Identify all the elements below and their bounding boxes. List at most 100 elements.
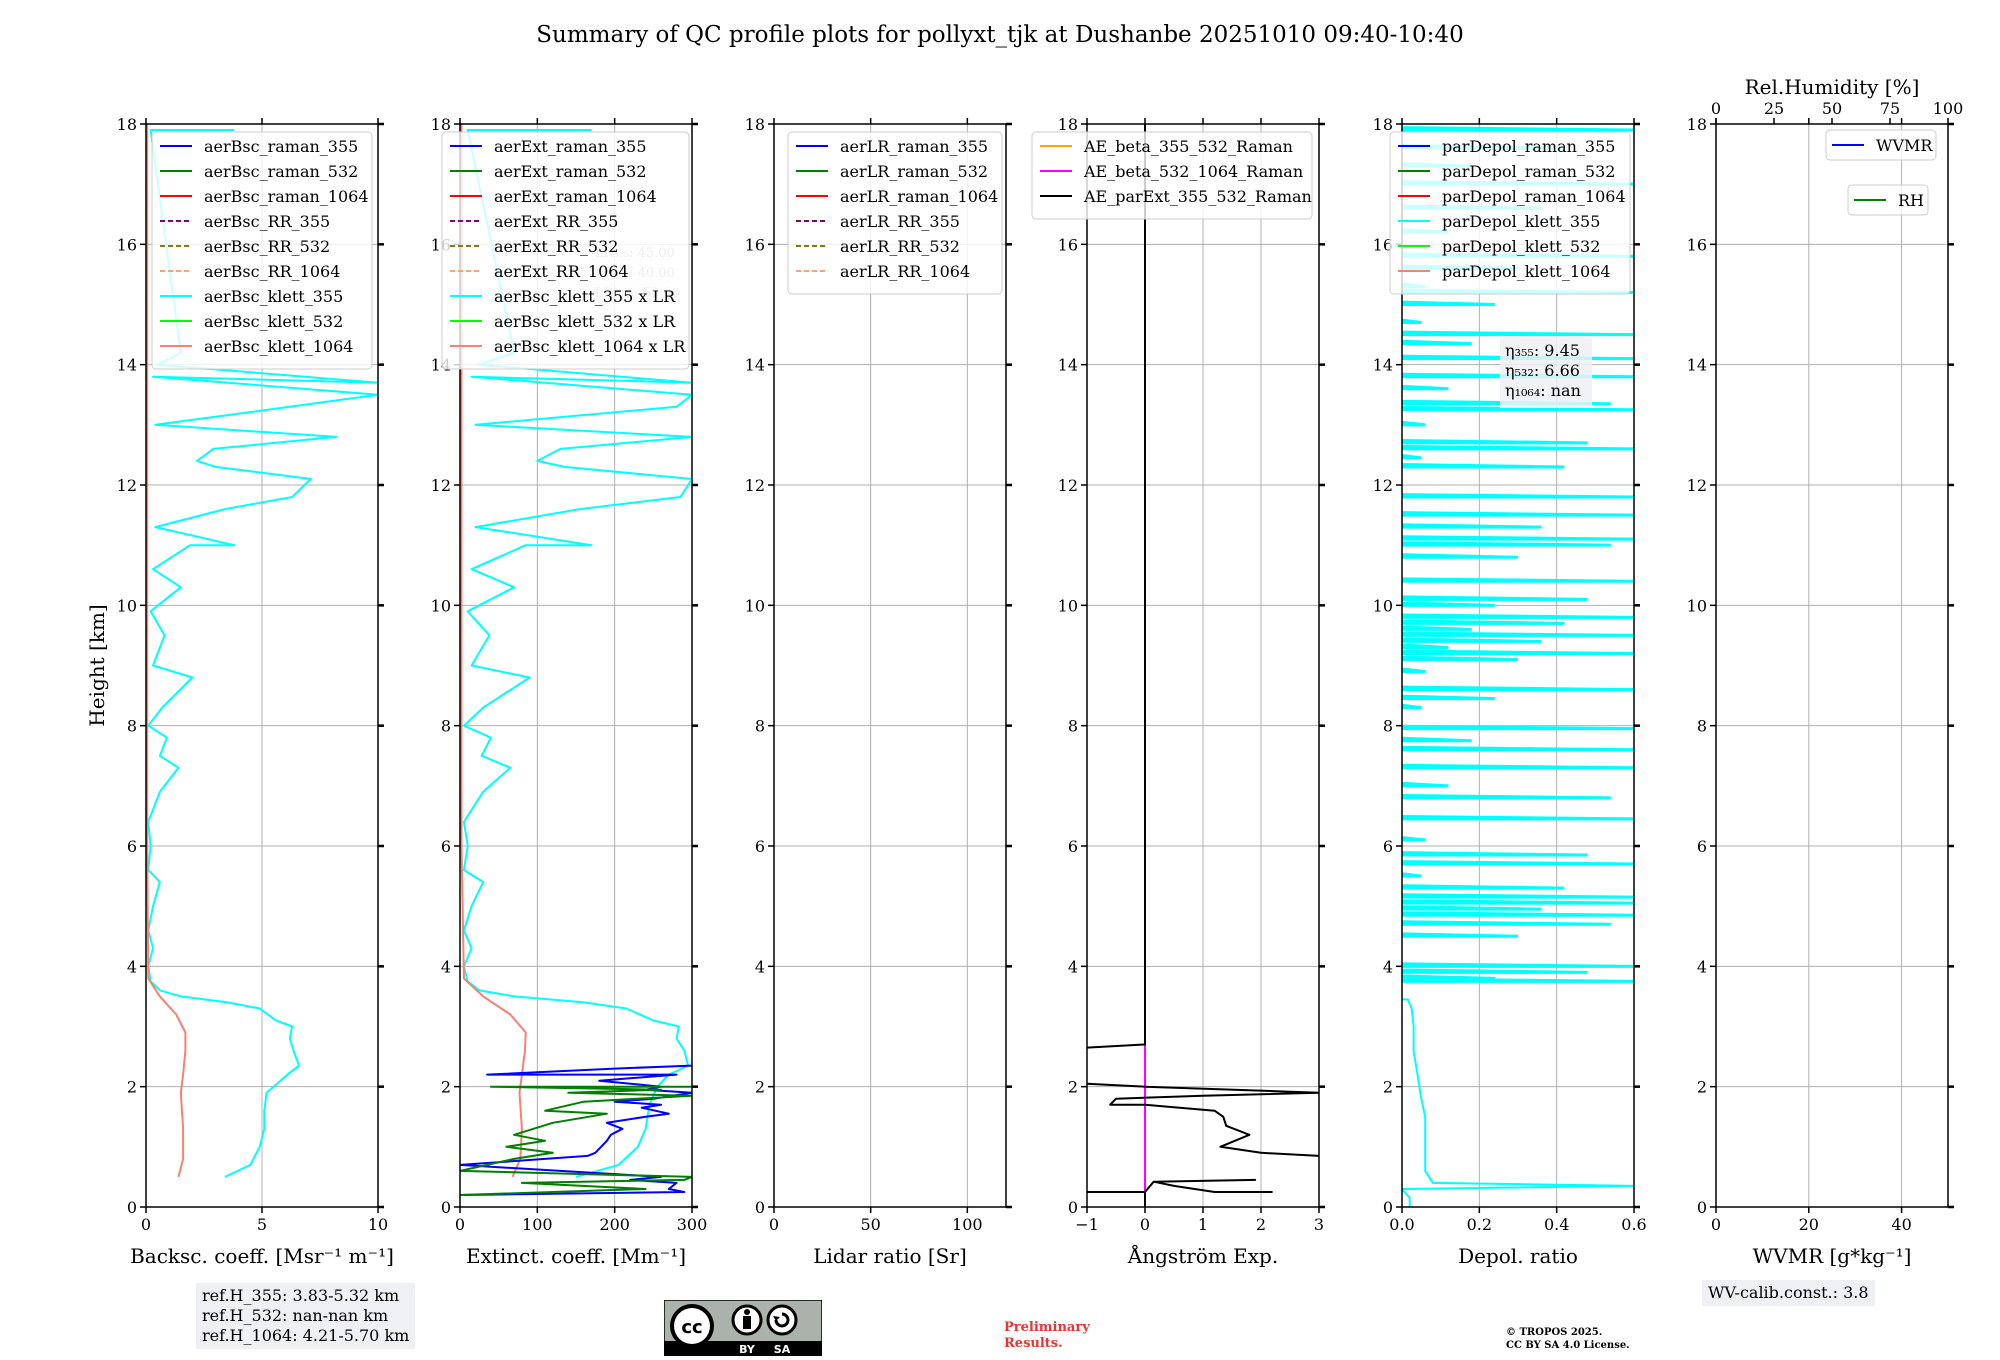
y-tick-label: 14 <box>745 356 765 375</box>
annotation-line: η₁₀₆₄: nan <box>1505 381 1581 400</box>
y-tick-label: 16 <box>117 235 137 254</box>
y-tick-label: 10 <box>431 596 451 615</box>
y-tick-label: 10 <box>1058 596 1078 615</box>
y-tick-label: 2 <box>127 1078 137 1097</box>
y-tick-label: 12 <box>745 476 765 495</box>
y-tick-label: 18 <box>431 115 451 134</box>
series-spike <box>1402 405 1634 412</box>
x-tick-label: 1 <box>1198 1215 1208 1234</box>
plot-area <box>460 124 692 1196</box>
panel-depolarization: 0.0 0.2 0.4 0.6 0 2 4 6 8 10 12 14 16 18 Depol. ratio η… <box>1373 115 1647 1268</box>
x-tick-label: 3 <box>1314 1215 1324 1234</box>
y-tick-label: 18 <box>745 115 765 134</box>
y-tick-label: 8 <box>1697 717 1707 736</box>
series-spike <box>1402 511 1634 517</box>
y-tick-label: 2 <box>1383 1078 1393 1097</box>
legend-frame <box>1847 184 1929 216</box>
y-tick-label: 16 <box>1373 235 1393 254</box>
legend-frame <box>441 131 690 370</box>
legend-label: parDepol_klett_1064 <box>1442 262 1611 281</box>
x-tick-label: 0 <box>1711 1215 1721 1234</box>
y-tick-label: 18 <box>1058 115 1078 134</box>
y-tick-label: 4 <box>1068 957 1078 976</box>
y-tick-label: 10 <box>745 596 765 615</box>
series-spike <box>1402 962 1634 968</box>
legend-label: aerBsc_RR_355 <box>204 212 330 231</box>
legend-frame <box>1825 129 1937 161</box>
y-tick-label: 6 <box>755 837 765 856</box>
y-tick-label: 10 <box>117 596 137 615</box>
y-tick-label: 2 <box>441 1078 451 1097</box>
badge-sa-label: SA <box>774 1343 791 1356</box>
legend-label: aerExt_raman_355 <box>494 137 647 156</box>
legend-label: aerBsc_klett_355 x LR <box>494 287 676 306</box>
y-tick-label: 6 <box>127 837 137 856</box>
series-aerBsc_klett_1064 <box>146 124 187 1178</box>
y-tick-label: 8 <box>1383 717 1393 736</box>
legend-frame <box>151 131 373 370</box>
wv-calib-text: WV-calib.const.: 3.8 <box>1708 1283 1869 1302</box>
series-spike <box>1402 836 1426 842</box>
legend: aerExt_raman_355 aerExt_raman_532 aerExt_r… <box>441 131 690 370</box>
y-tick-label: 8 <box>127 717 137 736</box>
series-spike <box>1402 541 1611 547</box>
legend-label: aerBsc_klett_1064 x LR <box>494 337 686 356</box>
series-spike <box>1402 793 1611 800</box>
y-tick-label: 18 <box>117 115 137 134</box>
series-spike <box>1402 851 1588 857</box>
top-x-tick-label: 100 <box>1933 99 1964 118</box>
legend-label: parDepol_klett_355 <box>1442 212 1600 231</box>
series-spike <box>1402 493 1634 499</box>
legend-label: aerExt_RR_532 <box>494 237 618 256</box>
y-tick-label: 4 <box>1697 957 1707 976</box>
series-spike <box>1402 372 1634 379</box>
y-axis-label: Height [km] <box>85 604 109 726</box>
series-AE_parExt_355_532_Raman_c <box>1087 124 1146 1049</box>
series-spike <box>1402 667 1426 674</box>
y-tick-label: 6 <box>1697 837 1707 856</box>
series-AE_parExt_355_532_Raman_b <box>1087 1082 1319 1157</box>
x-tick-label: 20 <box>1799 1215 1819 1234</box>
cc-icon: cc <box>670 1304 714 1348</box>
x-axis-label: Extinct. coeff. [Mm⁻¹] <box>466 1244 686 1268</box>
ref-height-532: ref.H_532: nan-nan km <box>202 1306 389 1325</box>
copyright-line-2: CC BY SA 4.0 License. <box>1506 1340 1630 1351</box>
figure-title: Summary of QC profile plots for pollyxt_… <box>536 22 1464 48</box>
legend-label: parDepol_raman_532 <box>1442 162 1615 181</box>
y-tick-label: 8 <box>755 717 765 736</box>
x-tick-label: 0.0 <box>1389 1215 1414 1234</box>
plot-area <box>1402 126 1634 1207</box>
series-spike <box>1402 655 1519 661</box>
y-tick-label: 6 <box>1068 837 1078 856</box>
x-tick-label: 0 <box>455 1215 465 1234</box>
series-spike <box>1402 339 1472 346</box>
y-tick-label: 4 <box>1383 957 1393 976</box>
sa-icon <box>766 1304 798 1336</box>
y-tick-label: 8 <box>1068 717 1078 736</box>
legend-label: parDepol_klett_532 <box>1442 237 1600 256</box>
series-aerBsc_klett_1064 x LR <box>460 124 527 1178</box>
x-tick-label: 0.4 <box>1544 1215 1569 1234</box>
x-tick-label: −1 <box>1075 1215 1099 1234</box>
ref-height-355: ref.H_355: 3.83-5.32 km <box>202 1286 400 1305</box>
y-tick-label: 10 <box>1687 596 1707 615</box>
legend-label: WVMR <box>1876 136 1933 155</box>
legend-label: aerLR_raman_1064 <box>840 187 998 206</box>
legend-label: parDepol_raman_355 <box>1442 137 1615 156</box>
svg-text:cc: cc <box>681 1317 702 1338</box>
plot-area <box>146 124 378 1178</box>
plot-area <box>1087 124 1319 1207</box>
x-axis-label: Ångström Exp. <box>1127 1243 1278 1268</box>
y-tick-label: 14 <box>1058 356 1078 375</box>
top-x-axis-label: Rel.Humidity [%] <box>1745 75 1920 99</box>
series-spike <box>1402 318 1422 325</box>
series-spike <box>1402 974 1495 980</box>
y-tick-label: 12 <box>1058 476 1078 495</box>
series-spike <box>1402 553 1519 559</box>
y-tick-label: 14 <box>1373 356 1393 375</box>
y-tick-label: 10 <box>1373 596 1393 615</box>
y-tick-label: 8 <box>441 717 451 736</box>
series-spike <box>1402 601 1495 607</box>
legend-label: aerBsc_klett_532 <box>204 312 343 331</box>
